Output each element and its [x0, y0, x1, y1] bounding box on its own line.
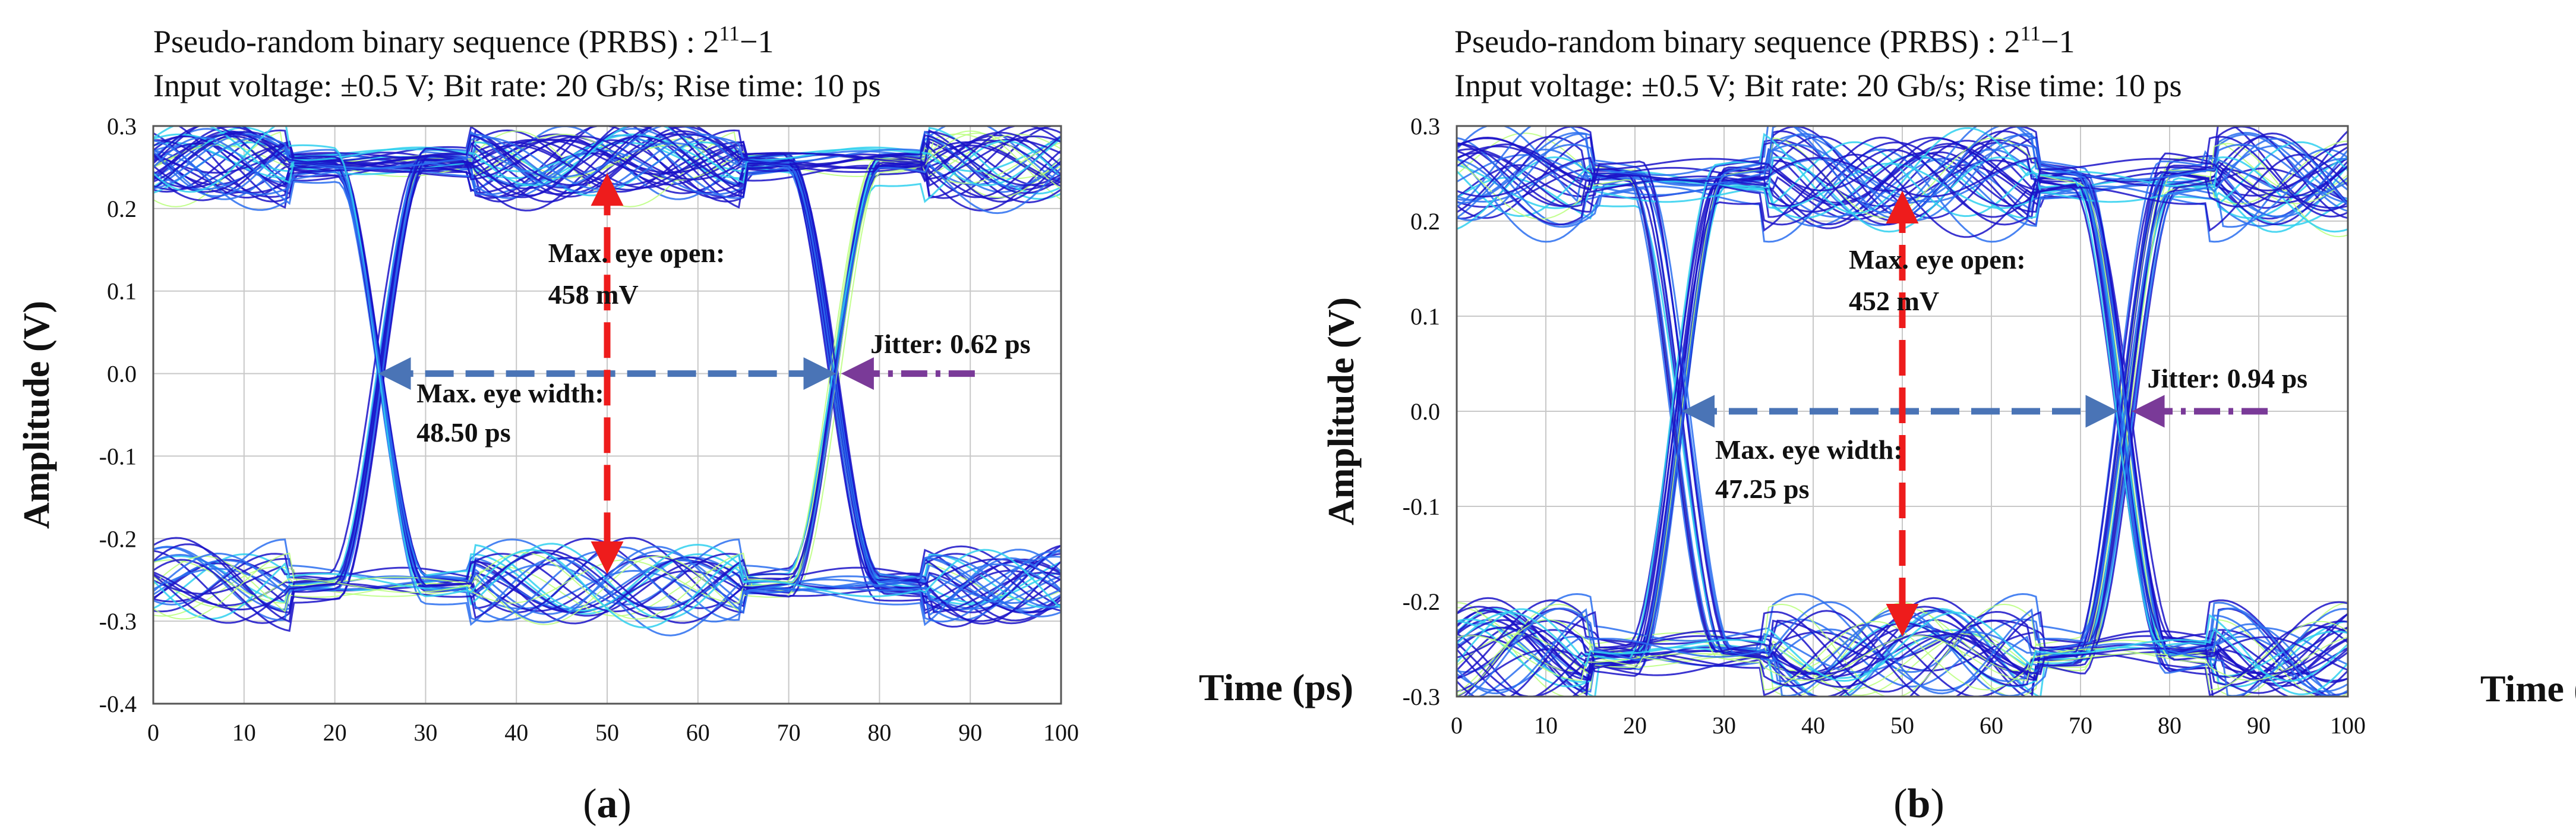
chart-title-exponent: 11	[719, 21, 740, 45]
chart-subtitle: Input voltage: ±0.5 V; Bit rate: 20 Gb/s…	[1454, 68, 2182, 103]
panel-label-letter: b	[1908, 781, 1931, 827]
panel-a: Pseudo-random binary sequence (PRBS) : 2…	[17, 21, 1353, 827]
x-tick-label: 10	[1534, 712, 1558, 739]
chart-title: Pseudo-random binary sequence (PRBS) : 2…	[153, 21, 774, 59]
chart-title-tail: −1	[740, 24, 774, 59]
eye-open-label: Max. eye open:	[548, 238, 725, 268]
x-tick-label: 30	[1712, 712, 1736, 739]
jitter-label: Jitter: 0.94 ps	[2148, 363, 2308, 393]
eye-traces	[153, 126, 1061, 637]
jitter-label: Jitter: 0.62 ps	[870, 329, 1031, 359]
y-tick-label: -0.4	[99, 691, 137, 717]
eye-trace	[1457, 141, 2348, 218]
x-tick-label: 30	[413, 719, 437, 746]
eye-trace	[1457, 137, 2348, 675]
y-tick-label: -0.2	[1403, 588, 1440, 615]
y-tick-label: 0.1	[1410, 303, 1440, 330]
plot-frame	[1456, 125, 2349, 698]
eye-trace	[1457, 136, 2348, 697]
y-tick-label: -0.3	[1403, 683, 1440, 710]
eye-trace	[153, 126, 1061, 187]
x-tick-label: 40	[504, 719, 528, 746]
x-tick-label: 10	[232, 719, 256, 746]
x-tick-label: 100	[1043, 719, 1079, 746]
eye-trace	[1457, 612, 2348, 682]
eye-trace	[153, 136, 1061, 623]
x-tick-label: 0	[147, 719, 159, 746]
eye-open-value: 452 mV	[1849, 286, 1939, 316]
x-tick-label: 20	[1623, 712, 1647, 739]
x-tick-label: 90	[958, 719, 982, 746]
chart-title-base: Pseudo-random binary sequence (PRBS) : 2	[1454, 24, 2020, 59]
y-tick-label: 0.3	[1410, 113, 1440, 140]
x-tick-label: 80	[867, 719, 891, 746]
x-tick-label: 20	[323, 719, 347, 746]
x-tick-label: 70	[777, 719, 801, 746]
eye-trace	[1457, 153, 2348, 697]
x-tick-label: 50	[595, 719, 619, 746]
eye-trace	[1457, 149, 2348, 678]
y-axis-label: Amplitude (V)	[1321, 297, 1362, 525]
x-tick-label: 70	[2069, 712, 2092, 739]
panel-b: Pseudo-random binary sequence (PRBS) : 2…	[1321, 21, 2576, 827]
eye-trace	[153, 126, 1061, 629]
eye-trace	[1457, 635, 2348, 681]
y-tick-label: -0.1	[99, 443, 137, 470]
chart-title: Pseudo-random binary sequence (PRBS) : 2…	[1454, 21, 2075, 59]
y-tick-label: 0.2	[1410, 208, 1440, 235]
y-tick-label: 0.0	[107, 361, 137, 388]
eye-trace	[153, 126, 1061, 632]
x-tick-label: 0	[1451, 712, 1463, 739]
eye-trace	[153, 131, 1061, 611]
x-axis-label: Time (ps)	[1199, 666, 1353, 708]
eye-trace	[1457, 132, 2348, 697]
panel-label-open-paren: (	[583, 781, 596, 827]
eye-trace	[1457, 137, 2348, 695]
x-tick-label: 60	[686, 719, 710, 746]
y-tick-label: -0.2	[99, 525, 137, 552]
y-axis-label: Amplitude (V)	[17, 301, 57, 529]
eye-trace	[153, 135, 1061, 611]
y-tick-label: -0.1	[1403, 493, 1440, 520]
y-tick-label: -0.3	[99, 608, 137, 635]
panel-label-close-paren: )	[618, 781, 632, 827]
chart-title-tail: −1	[2041, 24, 2075, 59]
panel-label-letter: a	[597, 781, 618, 827]
eye-trace	[153, 126, 1061, 625]
eye-width-label: Max. eye width:	[416, 378, 604, 408]
x-tick-label: 100	[2330, 712, 2366, 739]
eye-width-value: 48.50 ps	[416, 417, 510, 448]
x-tick-label: 50	[1890, 712, 1914, 739]
eye-trace	[153, 140, 1061, 620]
eye-width-label: Max. eye width:	[1715, 434, 1903, 465]
chart-title-exponent: 11	[2020, 21, 2041, 45]
panel-label-close-paren: )	[1930, 781, 1944, 827]
x-tick-label: 80	[2158, 712, 2182, 739]
x-tick-label: 60	[1980, 712, 2003, 739]
eye-open-value: 458 mV	[548, 279, 639, 310]
x-tick-label: 40	[1801, 712, 1825, 739]
eye-trace	[1457, 624, 2348, 697]
eye-width-value: 47.25 ps	[1715, 474, 1809, 504]
eye-traces	[1457, 126, 2348, 697]
y-tick-label: 0.3	[107, 113, 137, 140]
y-tick-label: 0.0	[1410, 398, 1440, 425]
plot-frame	[152, 125, 1062, 705]
panel-label: (a)	[583, 781, 632, 827]
x-axis-label: Time (ps)	[2480, 667, 2576, 710]
y-tick-label: 0.2	[107, 196, 137, 222]
y-tick-label: 0.1	[107, 278, 137, 305]
x-tick-label: 90	[2247, 712, 2271, 739]
panel-label-open-paren: (	[1893, 781, 1907, 827]
eye-trace	[1457, 136, 2348, 192]
chart-title-base: Pseudo-random binary sequence (PRBS) : 2	[153, 24, 719, 59]
eye-open-label: Max. eye open:	[1849, 244, 2026, 275]
chart-subtitle: Input voltage: ±0.5 V; Bit rate: 20 Gb/s…	[153, 68, 881, 103]
panel-label: (b)	[1893, 781, 1944, 827]
